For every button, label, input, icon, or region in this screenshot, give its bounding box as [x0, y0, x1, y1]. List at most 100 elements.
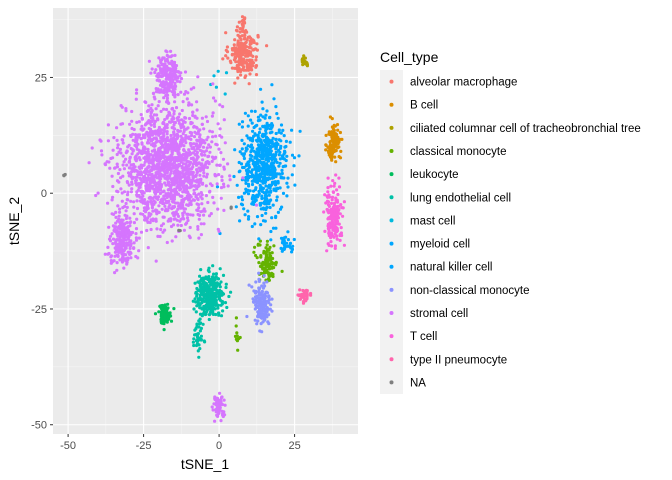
data-point: [143, 155, 147, 159]
data-point: [305, 289, 309, 293]
data-point: [208, 190, 212, 194]
data-point: [217, 411, 221, 415]
data-point: [193, 281, 197, 285]
data-point: [264, 131, 268, 135]
data-point: [285, 154, 289, 158]
data-point: [278, 146, 283, 150]
data-point: [113, 241, 118, 245]
data-point: [158, 79, 162, 83]
data-point: [111, 242, 115, 246]
data-point: [234, 52, 238, 56]
data-point: [135, 120, 139, 124]
data-point: [274, 261, 278, 265]
data-point: [108, 166, 112, 170]
data-point: [211, 82, 215, 86]
legend-label: myeloid cell: [410, 239, 470, 251]
data-point: [131, 148, 135, 152]
data-point: [187, 148, 191, 152]
data-point: [228, 174, 232, 178]
data-point: [243, 75, 247, 80]
data-point: [169, 186, 173, 190]
data-point: [204, 184, 208, 188]
data-point: [145, 205, 149, 209]
data-point: [265, 152, 269, 156]
data-point: [139, 189, 143, 193]
data-point: [330, 212, 334, 216]
data-point: [125, 193, 130, 197]
data-point: [240, 15, 245, 19]
series-ciliated-columnar-cell-of-tracheobronchial-tree: [300, 54, 309, 68]
data-point: [146, 120, 150, 124]
data-point: [301, 61, 306, 65]
data-point: [267, 248, 271, 252]
data-point: [260, 213, 264, 218]
data-point: [154, 259, 158, 263]
data-point: [286, 185, 290, 189]
data-point: [179, 90, 183, 94]
data-point: [274, 131, 278, 136]
data-point: [186, 212, 190, 216]
data-point: [256, 181, 260, 185]
legend-label: natural killer cell: [410, 262, 492, 274]
data-point: [152, 122, 156, 126]
data-point: [207, 214, 212, 218]
data-point: [160, 197, 165, 201]
data-point: [238, 27, 242, 31]
data-point: [241, 165, 245, 170]
data-point: [168, 203, 172, 207]
data-point: [150, 103, 154, 107]
data-point: [200, 164, 204, 168]
data-point: [114, 215, 118, 219]
data-point: [158, 177, 162, 181]
data-point: [303, 298, 308, 302]
data-point: [247, 169, 251, 173]
data-point: [144, 132, 148, 136]
data-point: [257, 286, 261, 290]
data-point: [290, 128, 294, 132]
data-point: [135, 138, 139, 142]
data-point: [202, 174, 206, 178]
data-point: [205, 119, 210, 124]
data-point: [119, 104, 123, 108]
data-point: [269, 189, 273, 193]
data-point: [149, 139, 154, 143]
data-point: [209, 290, 213, 294]
data-point: [257, 277, 261, 281]
data-point: [206, 135, 210, 139]
data-point: [274, 137, 278, 142]
data-point: [156, 75, 160, 79]
data-point: [172, 205, 176, 209]
data-point: [167, 317, 171, 321]
data-point: [192, 124, 196, 128]
data-point: [132, 212, 136, 216]
data-point: [193, 130, 197, 134]
data-point: [258, 203, 262, 207]
data-point: [198, 317, 202, 321]
data-point: [154, 171, 158, 175]
data-point: [164, 194, 168, 198]
data-point: [141, 151, 146, 155]
data-point: [329, 184, 333, 188]
data-point: [244, 175, 248, 180]
data-point: [115, 138, 119, 142]
data-point: [194, 310, 198, 314]
data-point: [298, 129, 302, 133]
data-point: [216, 400, 220, 404]
data-point: [201, 145, 206, 149]
data-point: [198, 306, 202, 310]
data-point: [261, 107, 265, 111]
data-point: [250, 224, 254, 229]
data-point: [210, 114, 214, 118]
data-point: [218, 285, 222, 289]
data-point: [169, 143, 173, 148]
data-point: [110, 198, 114, 202]
data-point: [166, 84, 170, 88]
data-point: [114, 210, 118, 214]
data-point: [337, 208, 341, 212]
data-point: [204, 275, 208, 279]
data-point: [333, 181, 337, 185]
data-point: [270, 123, 275, 128]
data-point: [133, 143, 137, 147]
data-point: [260, 194, 264, 198]
data-point: [249, 58, 253, 63]
